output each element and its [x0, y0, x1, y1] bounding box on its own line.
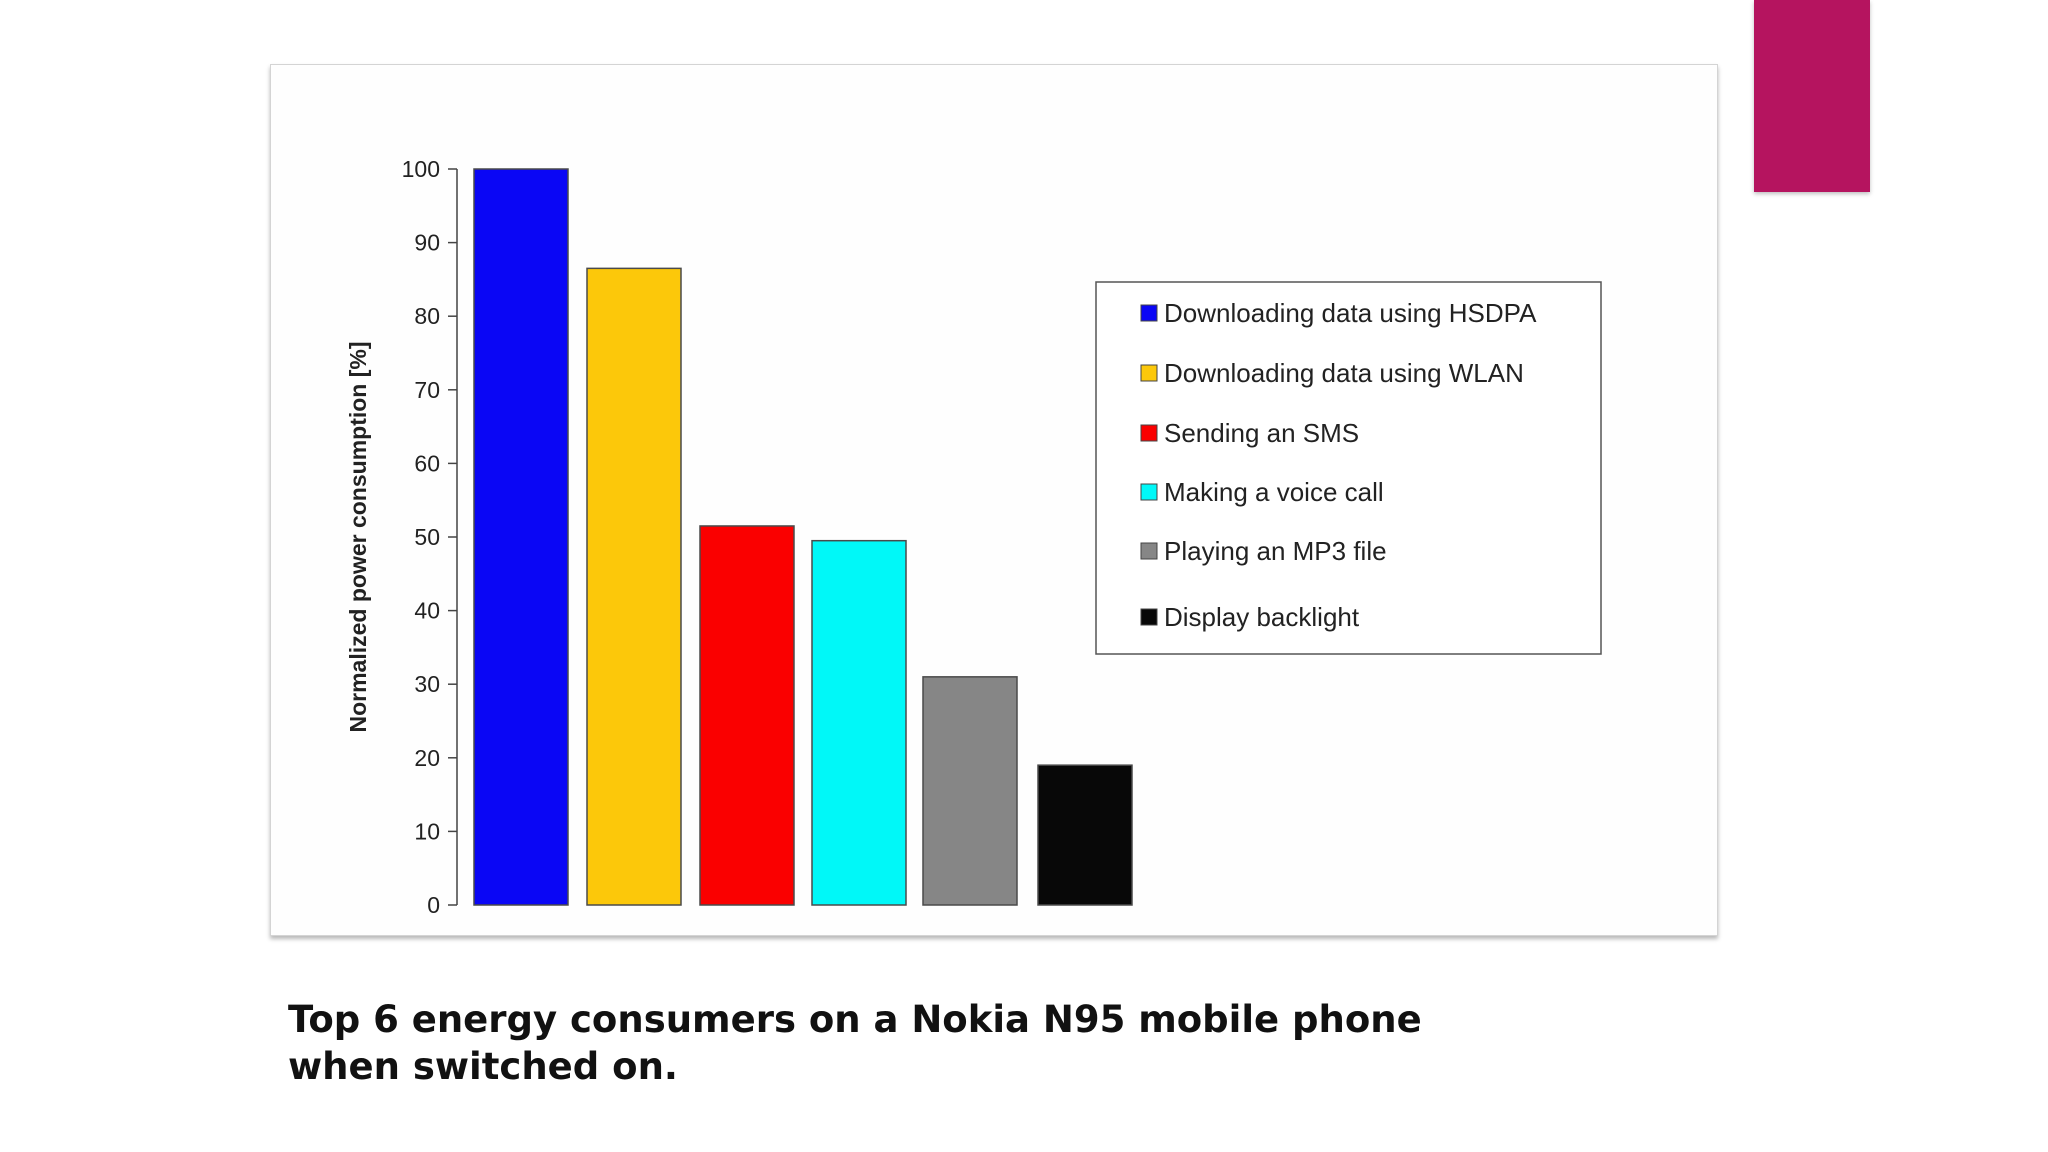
legend-swatch-4	[1140, 483, 1158, 501]
y-tick-label: 70	[414, 377, 440, 403]
y-tick-label: 40	[414, 598, 440, 624]
y-tick-label: 100	[402, 156, 440, 182]
legend-swatch-5	[1140, 542, 1158, 560]
legend-label-1: Downloading data using HSDPA	[1164, 298, 1537, 328]
y-tick-label: 60	[414, 450, 440, 476]
y-tick-label: 10	[414, 818, 440, 844]
legend-swatch-1	[1140, 304, 1158, 322]
legend-label-4: Making a voice call	[1164, 477, 1384, 507]
bar-chart: 0 10 20 30 40 50 60 70 80 90 100 Normalized power …	[345, 156, 1602, 918]
y-tick-label: 50	[414, 524, 440, 550]
y-tick-label: 20	[414, 745, 440, 771]
bar-3	[699, 525, 795, 906]
bar-5	[922, 676, 1018, 906]
legend-swatch-3	[1140, 424, 1158, 442]
legend-label-3: Sending an SMS	[1164, 418, 1359, 448]
bar-1	[473, 168, 569, 906]
legend-swatch-2	[1140, 364, 1158, 382]
y-tick-label: 30	[414, 671, 440, 697]
chart-frame: 0 10 20 30 40 50 60 70 80 90 100 Normalized power …	[270, 64, 1718, 936]
slide-accent-tab	[1754, 0, 1870, 192]
bars-group	[473, 168, 1133, 906]
legend-box	[1095, 281, 1602, 655]
y-axis: 0 10 20 30 40 50 60 70 80 90 100	[402, 156, 458, 918]
bar-6	[1037, 764, 1133, 906]
legend-label-2: Downloading data using WLAN	[1164, 358, 1524, 388]
bar-4	[811, 539, 907, 906]
legend-label-6: Display backlight	[1164, 602, 1360, 632]
y-axis-title: Normalized power consumption [%]	[345, 341, 371, 732]
slide-caption: Top 6 energy consumers on a Nokia N95 mo…	[288, 998, 1422, 1088]
chart-legend: Downloading data using HSDPA Downloading …	[1095, 281, 1602, 655]
y-tick-label: 90	[414, 230, 440, 256]
y-tick-label: 0	[427, 892, 440, 918]
legend-swatch-6	[1140, 608, 1158, 626]
y-tick-label: 80	[414, 303, 440, 329]
bar-2	[586, 267, 682, 906]
legend-label-5: Playing an MP3 file	[1164, 536, 1387, 566]
